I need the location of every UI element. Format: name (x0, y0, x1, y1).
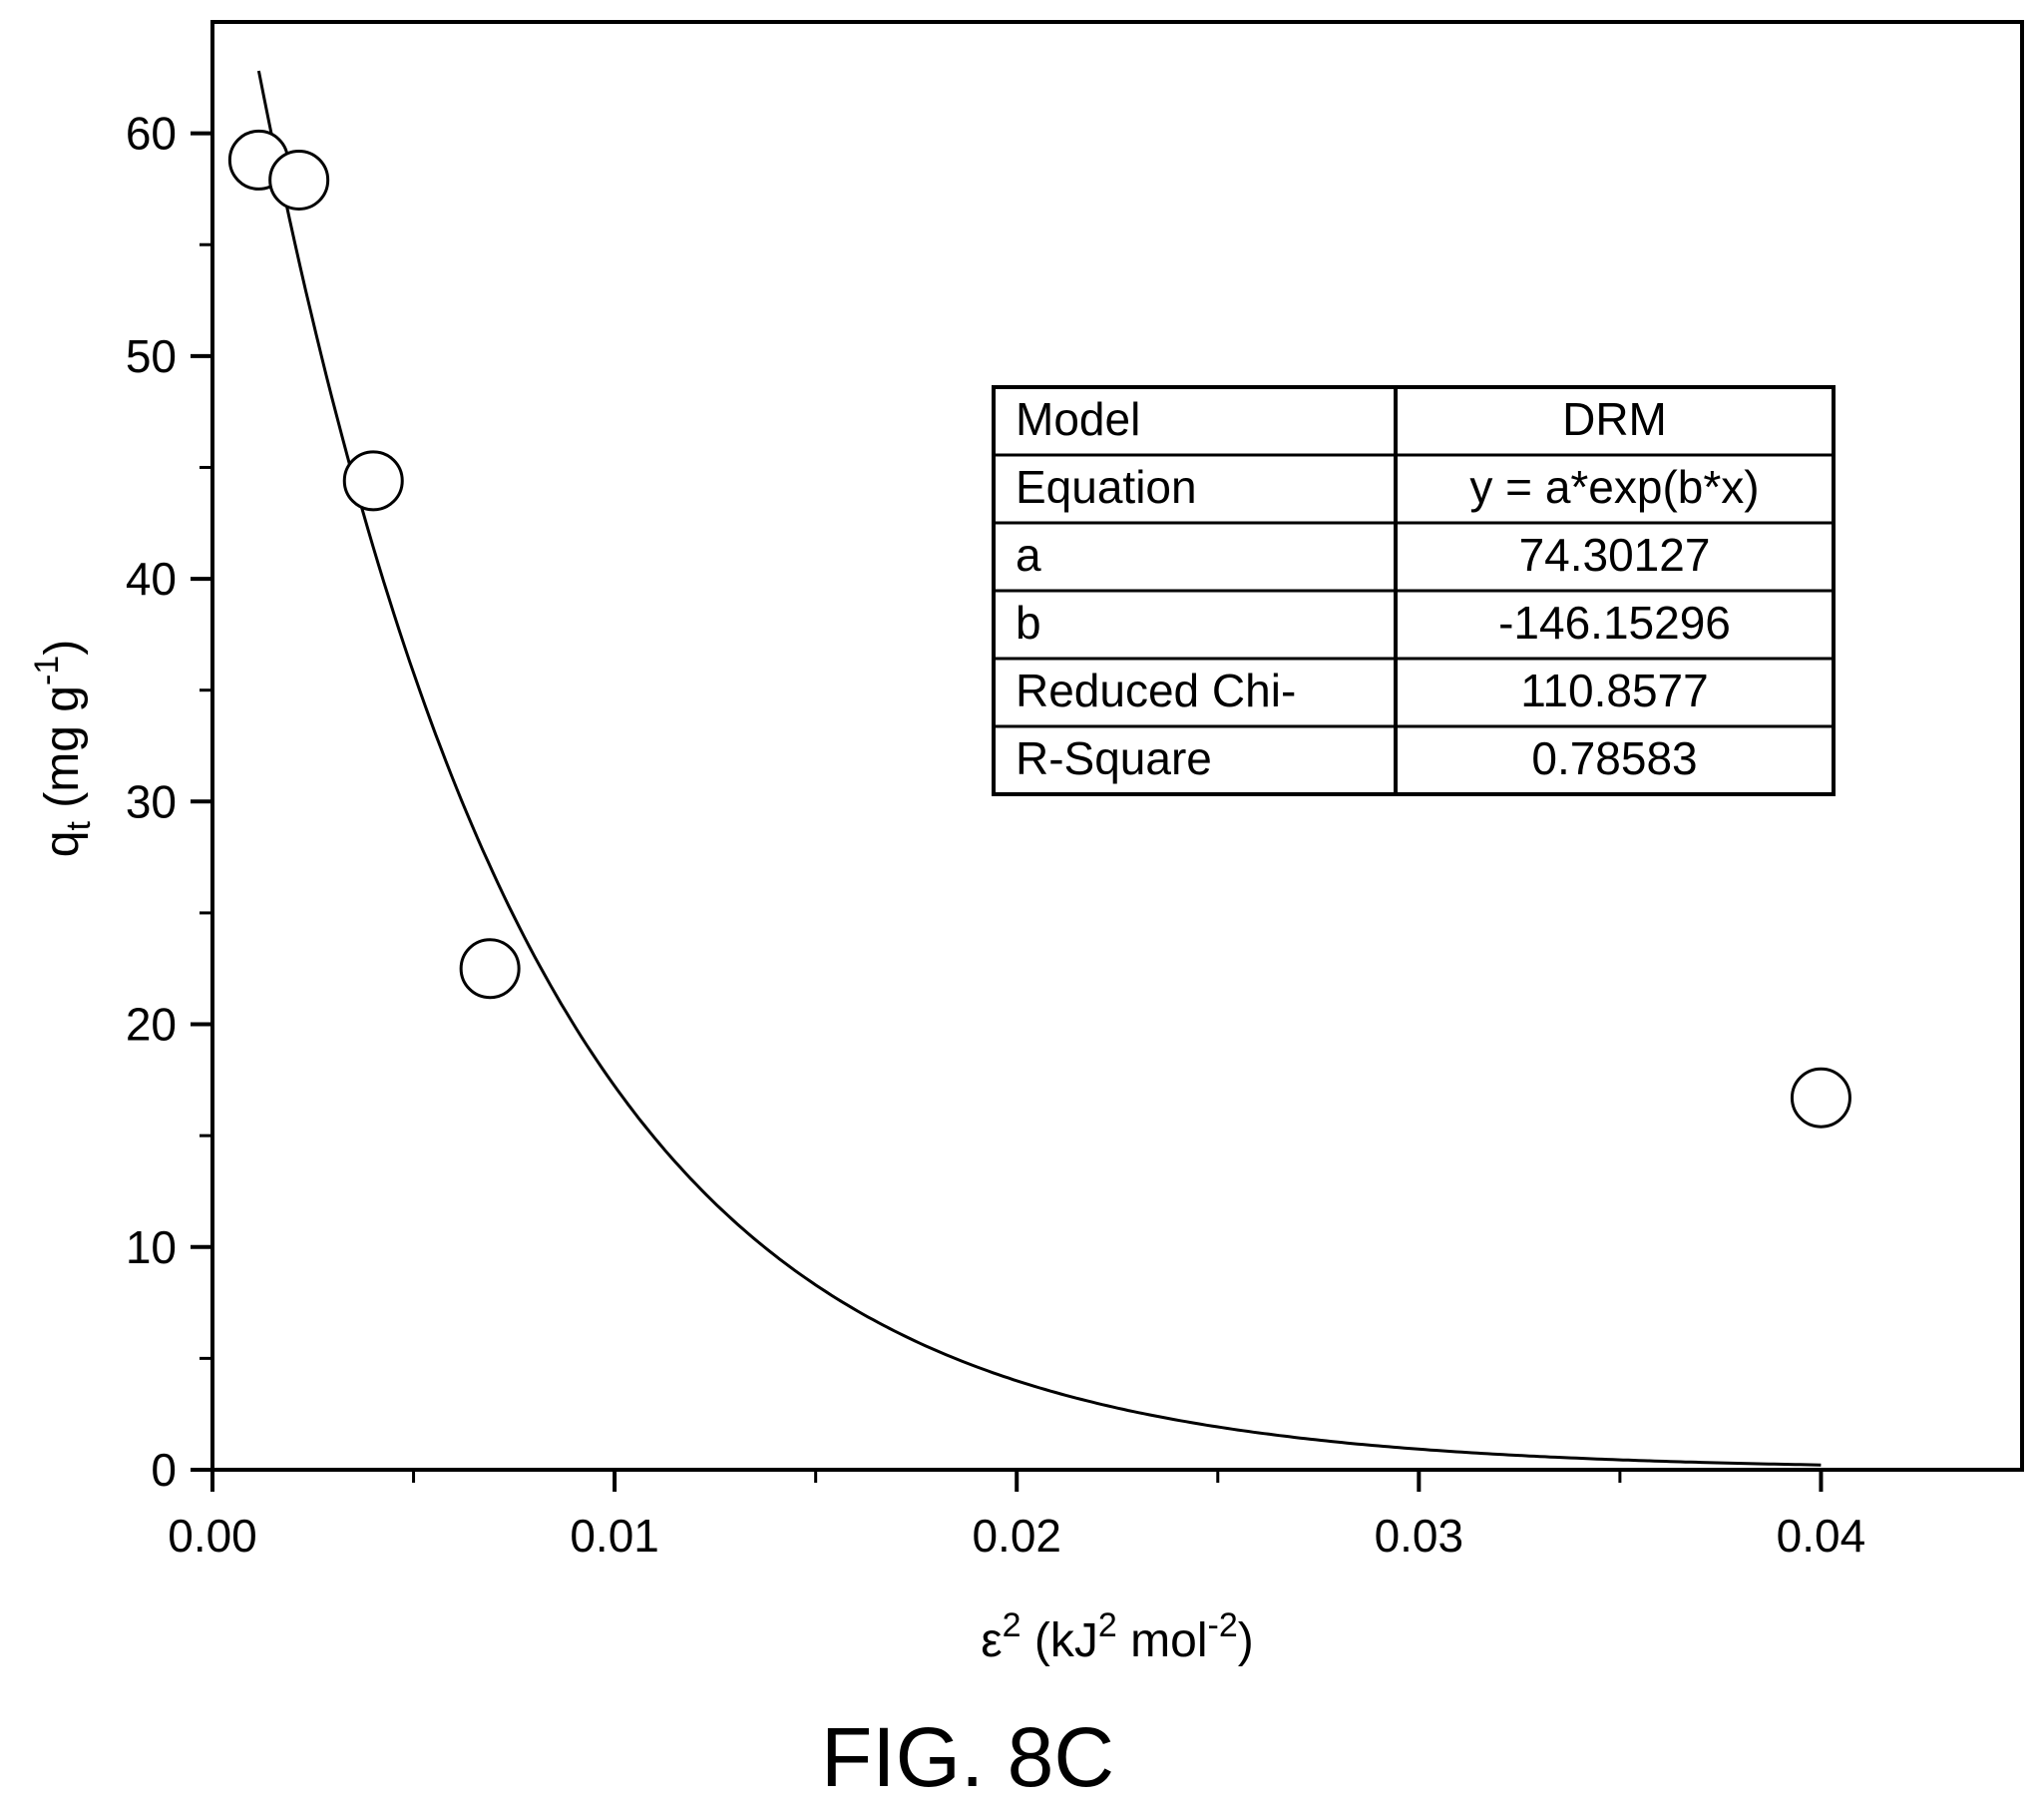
table-cell-value: DRM (1562, 393, 1667, 445)
fit-curve (256, 70, 1822, 1467)
x-axis-label-sup3: -2 (1208, 1606, 1238, 1644)
fit-curve-layer (256, 70, 1822, 1467)
table-cell-value: 110.8577 (1520, 665, 1708, 716)
x-axis-ticks: 0.00 0.01 0.02 0.03 0.04 (168, 1470, 1865, 1562)
x-tick-label: 0.02 (972, 1510, 1061, 1562)
table-cell-label: R-Square (1016, 732, 1212, 784)
data-point (1790, 1067, 1851, 1129)
x-tick-label: 0.03 (1375, 1510, 1464, 1562)
y-tick-label: 50 (126, 330, 177, 382)
figure-caption: FIG. 8C (821, 1710, 1114, 1804)
y-axis-label-sub: t (60, 821, 98, 831)
x-axis-label-rest3: ) (1238, 1614, 1254, 1667)
x-axis-label: ε2 (kJ2 mol-2) (981, 1606, 1253, 1667)
x-axis-label-rest1: (kJ (1022, 1614, 1098, 1667)
x-axis-label-main: ε (981, 1614, 1002, 1667)
table-cell-label: Equation (1016, 461, 1197, 513)
x-axis-label-rest2: mol (1117, 1614, 1208, 1667)
table-cell-value: -146.15296 (1498, 597, 1731, 649)
table-cell-label: a (1016, 529, 1041, 581)
y-axis-label-main: q (36, 831, 89, 858)
y-tick-label: 60 (126, 108, 177, 160)
x-axis-label-sup1: 2 (1003, 1606, 1022, 1644)
x-tick-label: 0.01 (570, 1510, 659, 1562)
y-axis-label-rest1: (mg g (36, 685, 89, 821)
plot-frame (210, 20, 2024, 1472)
y-tick-label: 30 (126, 775, 177, 827)
data-point (342, 450, 404, 512)
y-tick-label: 0 (151, 1444, 177, 1496)
x-tick-label: 0.00 (168, 1510, 257, 1562)
table-cell-value: 0.78583 (1531, 732, 1697, 784)
data-points-layer (227, 129, 1851, 1129)
table-cell-label: Reduced Chi- (1016, 665, 1296, 716)
y-tick-label: 40 (126, 553, 177, 605)
parameter-table: Model DRM Equation y = a*exp(b*x) a 74.30127 b… (992, 385, 1836, 796)
y-tick-label: 20 (126, 999, 177, 1051)
table-cell-value: 74.30127 (1519, 529, 1711, 581)
table-cell-label: b (1016, 597, 1041, 649)
y-axis-label: qt (mg g-1) (28, 640, 98, 857)
y-axis-label-rest2: ) (36, 640, 89, 656)
table-cell-value: y = a*exp(b*x) (1469, 461, 1759, 513)
y-axis-ticks: 0 10 20 30 40 50 60 (126, 108, 212, 1496)
table-cell-label: Model (1016, 393, 1140, 445)
y-axis-label-sup: -1 (28, 656, 66, 685)
data-point (268, 149, 330, 211)
y-tick-label: 10 (126, 1221, 177, 1273)
x-axis-label-sup2: 2 (1098, 1606, 1117, 1644)
data-point (459, 938, 521, 1000)
x-tick-label: 0.04 (1777, 1510, 1866, 1562)
